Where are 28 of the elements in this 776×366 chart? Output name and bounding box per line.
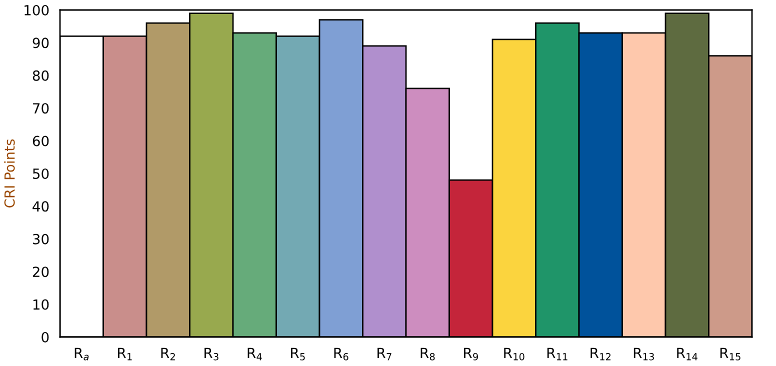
x-tick-label: R$_{9}$ (464, 348, 478, 360)
x-tick-label: R$_{15}$ (720, 348, 740, 360)
y-tick-label: 80 (32, 70, 49, 81)
x-tick-label: R$_{14}$ (677, 348, 698, 360)
x-tick-label: R$_{6}$ (334, 348, 348, 360)
x-tick-label: R$_{8}$ (420, 348, 435, 360)
x-tick-label: R$_{11}$ (547, 348, 568, 360)
y-tick-label: 10 (33, 299, 49, 310)
x-tick-label: R$_{12}$ (590, 348, 610, 360)
y-tick-label: 40 (32, 201, 49, 212)
y-tick-label: 30 (32, 234, 49, 244)
y-tick-label: 0 (42, 332, 49, 342)
y-tick-label: 90 (32, 38, 49, 48)
x-tick-label: R$_{13}$ (634, 348, 654, 360)
x-tick-label: R$_{5}$ (291, 348, 305, 360)
x-tick-label: R$_{4}$ (248, 348, 262, 360)
x-tick-label: R$_{1}$ (118, 348, 132, 360)
y-tick-label: 60 (32, 136, 49, 146)
x-tick-label: R$_{10}$ (504, 348, 524, 360)
x-tick-label: R$_{2}$ (161, 348, 175, 360)
x-tick-label: R$_{3}$ (204, 348, 218, 360)
x-tick-label: R$_{7}$ (378, 348, 392, 360)
y-tick-label: 20 (32, 266, 49, 278)
y-tick-label: 70 (33, 103, 49, 114)
y-tick-label: 100 (24, 4, 49, 16)
y-axis-title: CRI Points (4, 139, 15, 208)
x-tick-label: R$_{a}$ (74, 348, 89, 360)
y-tick-label: 50 (32, 168, 49, 179)
